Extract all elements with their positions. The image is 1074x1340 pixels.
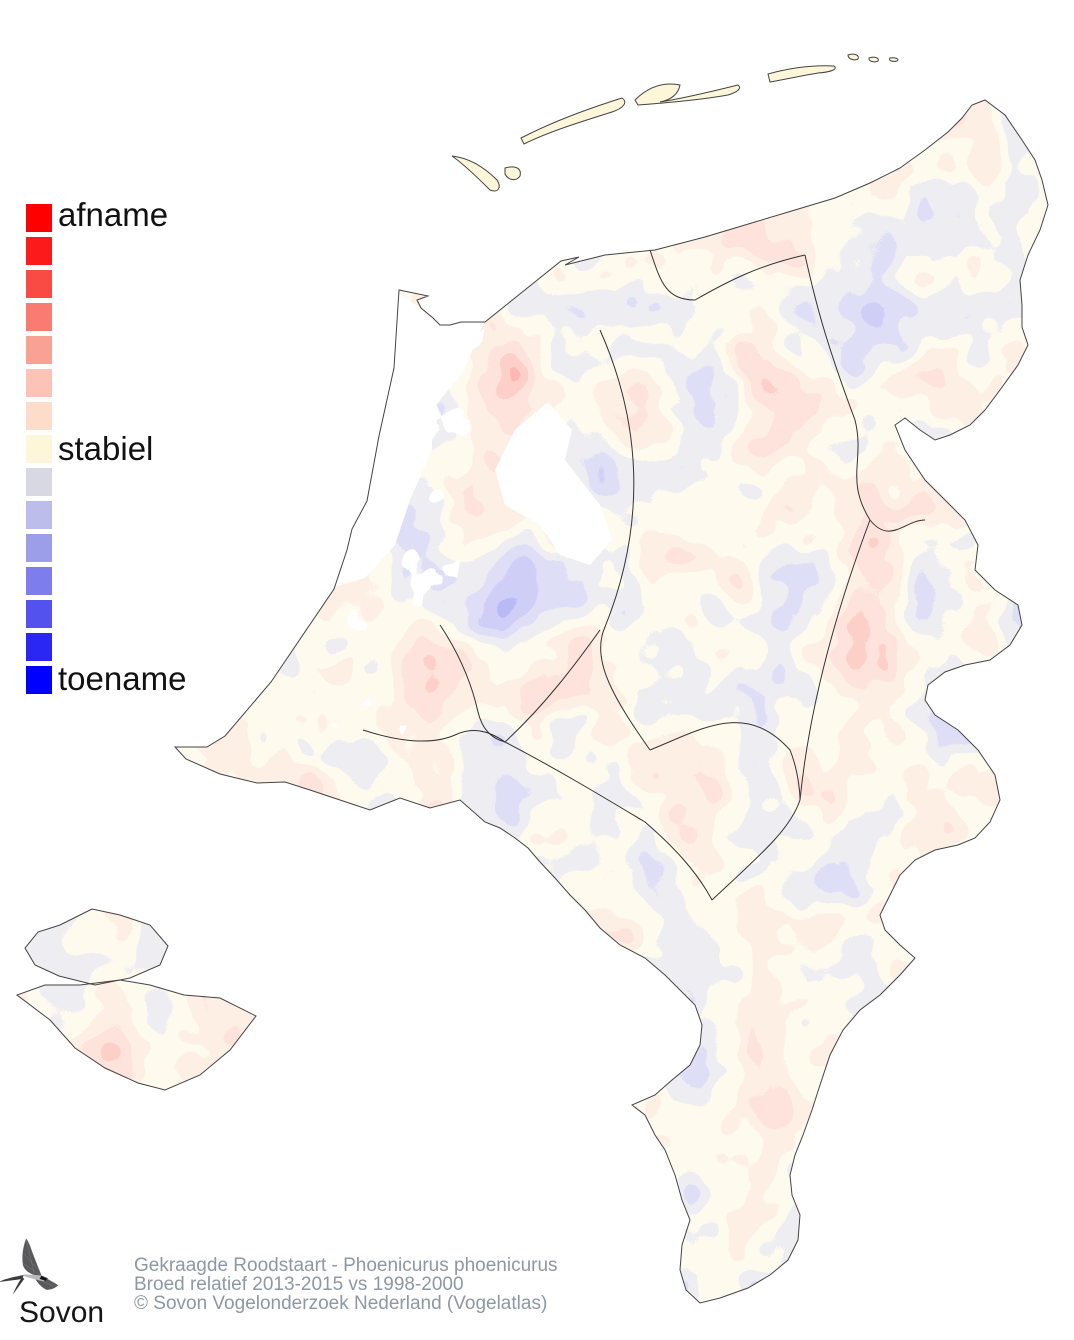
svg-text:toename: toename <box>58 660 186 697</box>
svg-text:Broed relatief 2013-2015 vs 19: Broed relatief 2013-2015 vs 1998-2000 <box>134 1274 464 1295</box>
svg-text:© Sovon Vogelonderzoek Nederla: © Sovon Vogelonderzoek Nederland (Vogela… <box>134 1293 547 1314</box>
svg-text:Sovon: Sovon <box>19 1296 104 1329</box>
svg-text:Gekraagde Roodstaart - Phoenic: Gekraagde Roodstaart - Phoenicurus phoen… <box>134 1255 558 1276</box>
svg-text:stabiel: stabiel <box>58 430 153 467</box>
svg-text:afname: afname <box>58 196 168 233</box>
